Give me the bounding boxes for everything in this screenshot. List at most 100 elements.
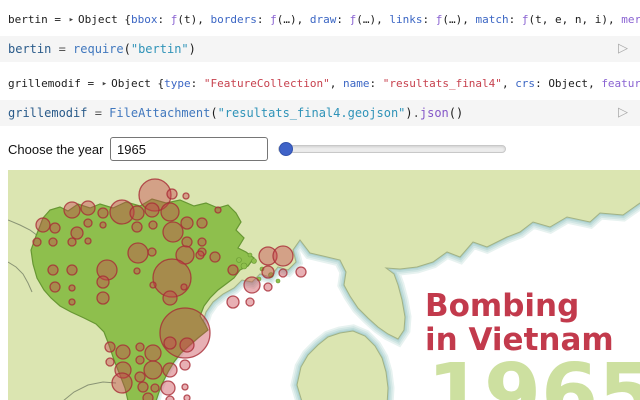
bomb-bubble	[181, 236, 193, 248]
expand-caret-icon[interactable]: ▸	[68, 15, 75, 25]
bomb-bubble	[209, 251, 221, 263]
bomb-bubble	[148, 220, 158, 230]
token-plain: (…),	[276, 13, 310, 26]
token-plain: Object {	[78, 13, 132, 26]
expand-caret-icon[interactable]: ▸	[101, 79, 108, 89]
notebook: bertin = ▸ Object {bbox: ƒ(t), borders: ƒ…	[0, 10, 640, 400]
bomb-bubble	[129, 205, 145, 221]
token-def: grillemodif	[8, 106, 88, 120]
bomb-bubble	[195, 250, 205, 260]
code-text: grillemodif = FileAttachment("resultats_…	[8, 100, 463, 126]
sea-gulf-of-tonkin	[154, 203, 640, 400]
country-border-line	[8, 261, 33, 293]
token-key: type	[164, 77, 191, 90]
bomb-bubble	[165, 395, 175, 400]
bomb-bubble	[96, 291, 110, 305]
token-plain: :	[422, 13, 436, 26]
token-plain: :	[535, 77, 549, 90]
bomb-bubble	[179, 337, 195, 353]
token-plain: :	[157, 13, 171, 26]
code-cell-grillemodif[interactable]: grillemodif = FileAttachment("resultats_…	[0, 100, 640, 126]
bomb-bubble	[160, 202, 180, 222]
bomb-bubble	[295, 266, 307, 278]
bomb-bubble	[104, 341, 116, 353]
bomb-bubble	[134, 371, 146, 383]
bomb-bubble	[163, 336, 177, 350]
bomb-bubble	[182, 192, 190, 200]
run-cell-icon[interactable]: ▷	[618, 105, 628, 120]
token-plain: (	[123, 42, 131, 56]
token-str2: "bertin"	[130, 42, 189, 56]
token-plain: )	[405, 106, 413, 120]
bomb-bubble	[127, 242, 149, 264]
bomb-bubble	[144, 202, 160, 218]
bomb-bubble	[180, 283, 188, 291]
bomb-bubble	[144, 344, 162, 362]
bomb-bubble	[135, 342, 145, 352]
bomb-bubble	[105, 357, 115, 367]
year-form-label: Choose the year	[8, 141, 104, 157]
token-plain: ,	[329, 77, 343, 90]
vietnam-bombing-map: Bombing in Vietnam 1965	[8, 170, 640, 400]
token-plain: :	[336, 13, 350, 26]
bomb-bubble	[70, 226, 84, 240]
bomb-bubble	[49, 222, 61, 234]
token-plain: bertin =	[8, 13, 68, 26]
year-slider[interactable]	[278, 141, 506, 157]
run-cell-icon[interactable]: ▷	[618, 41, 628, 56]
token-plain: )	[188, 42, 196, 56]
bomb-bubble	[197, 237, 207, 247]
bomb-bubble	[226, 295, 240, 309]
token-key: draw	[309, 13, 337, 26]
token-op: .	[412, 106, 420, 120]
token-fn: ƒ	[435, 13, 443, 26]
bomb-bubble	[48, 237, 58, 247]
bomb-bubble	[272, 245, 294, 267]
map-title-line1: Bombing	[425, 288, 579, 324]
token-key: name	[342, 77, 370, 90]
token-str2: "resultats_final4.geojson"	[217, 106, 406, 120]
token-plain: Object {	[111, 77, 165, 90]
bomb-bubble	[214, 206, 222, 214]
country-border-line	[8, 219, 39, 237]
bomb-bubble	[162, 221, 184, 243]
token-plain: :	[256, 13, 271, 26]
code-text: bertin = require("bertin")	[8, 36, 196, 62]
bomb-bubble	[142, 392, 154, 400]
coastal-islet	[251, 258, 257, 264]
token-str: "FeatureCollection"	[203, 77, 330, 90]
year-input[interactable]	[110, 137, 268, 161]
coastal-islet	[236, 257, 242, 263]
bomb-bubble	[162, 290, 178, 306]
bomb-bubble	[115, 344, 131, 360]
bomb-bubble	[135, 355, 145, 365]
token-plain: :	[369, 77, 383, 90]
map-title-line2: in Vietnam	[425, 322, 614, 358]
bomb-bubble	[149, 281, 157, 289]
token-plain: ,	[588, 77, 602, 90]
bomb-bubble	[243, 276, 261, 294]
token-fn: ƒ	[170, 13, 178, 26]
bomb-bubble	[150, 383, 160, 393]
bomb-bubble	[263, 282, 273, 292]
token-op: =	[51, 42, 74, 56]
bomb-bubble	[181, 383, 189, 391]
token-plain: (…),	[356, 13, 390, 26]
bomb-bubble	[180, 216, 194, 230]
bomb-bubble	[63, 201, 81, 219]
bomb-bubble	[49, 281, 61, 293]
bomb-bubble	[162, 362, 178, 378]
token-key: links	[389, 13, 423, 26]
token-op: =	[87, 106, 110, 120]
token-call: require	[73, 42, 124, 56]
bomb-bubble	[196, 217, 208, 229]
code-cell-bertin[interactable]: bertin = require("bertin") ▷	[0, 36, 640, 62]
token-fn: feature	[601, 77, 640, 90]
bomb-bubble	[137, 381, 149, 393]
bomb-bubble	[68, 284, 76, 292]
bomb-bubble	[179, 359, 191, 371]
country-border-line	[63, 381, 117, 400]
bomb-bubble	[96, 259, 118, 281]
bomb-bubble	[166, 188, 178, 200]
